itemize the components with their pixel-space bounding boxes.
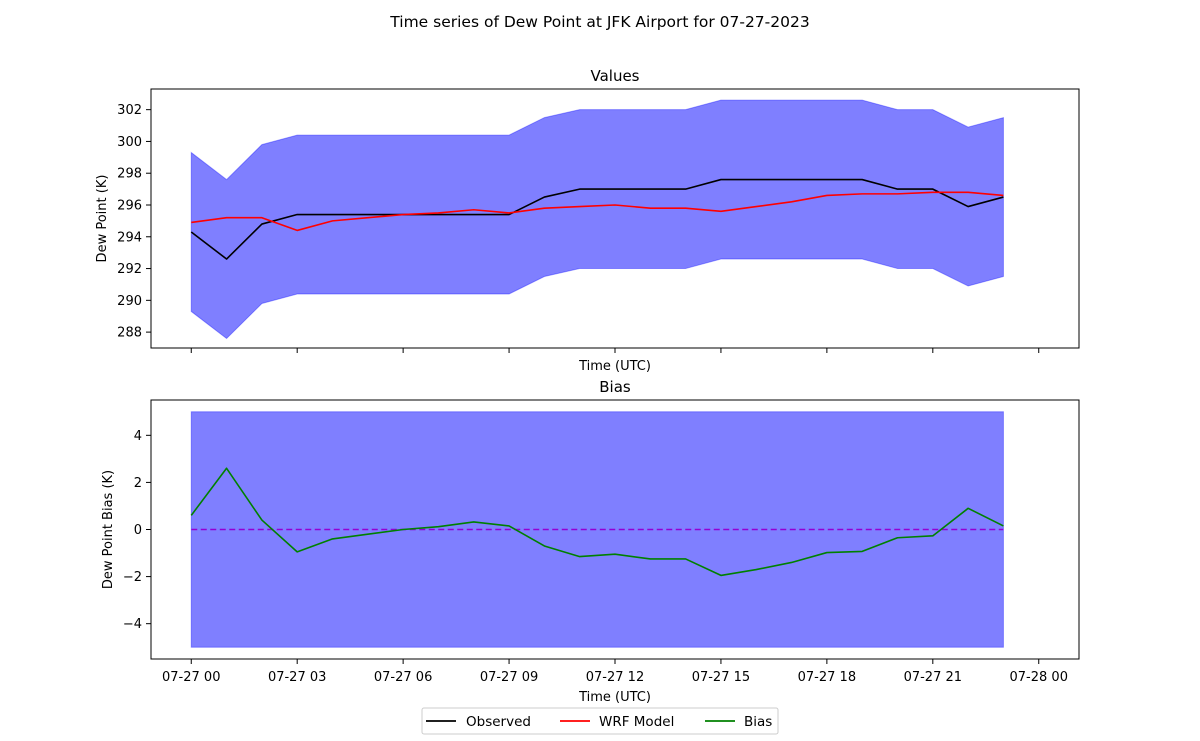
y-axis-label: Dew Point Bias (K) — [101, 470, 116, 589]
uncertainty-band — [190, 411, 1004, 648]
x-tick-label: 07-27 12 — [586, 670, 644, 685]
values-panel: Values 288 290 292 294 296 298 300 302 Time (UTC)… — [95, 67, 1080, 374]
x-axis-label: Time (UTC) — [578, 690, 651, 705]
panel-title: Bias — [599, 378, 631, 396]
series-line-observed — [190, 178, 1004, 260]
y-tick-label: 2 — [134, 476, 142, 491]
y-tick-label: 0 — [134, 523, 142, 538]
panel-title: Values — [590, 67, 639, 85]
y-tick-label: 294 — [117, 230, 142, 245]
y-tick-label: 4 — [134, 429, 142, 444]
y-axis-label: Dew Point (K) — [95, 175, 110, 263]
y-tick-label: 302 — [117, 103, 142, 118]
x-tick-label: 07-27 09 — [480, 670, 538, 685]
bias-panel: Bias −4 −2 0 2 4 07-27 00 07-27 03 07-27 06 07-27… — [101, 378, 1080, 705]
uncertainty-band — [190, 99, 1004, 340]
x-axis-label: Time (UTC) — [578, 359, 651, 374]
x-tick-label: 07-27 06 — [374, 670, 432, 685]
x-tick-label: 07-27 15 — [692, 670, 750, 685]
y-tick-label: −2 — [123, 570, 142, 585]
y-tick-label: 296 — [117, 198, 142, 213]
y-tick-label: 298 — [117, 167, 142, 182]
series-line-bias — [190, 467, 1004, 577]
x-tick-label: 07-27 18 — [798, 670, 856, 685]
y-tick-label: 300 — [117, 135, 142, 150]
x-tick-label: 07-27 00 — [162, 670, 220, 685]
legend: Observed WRF Model Bias — [421, 707, 779, 735]
x-tick-label: 07-27 03 — [268, 670, 326, 685]
legend-label-wrf-model: WRF Model — [599, 714, 674, 730]
legend-label-observed: Observed — [466, 714, 531, 730]
y-tick-label: 288 — [117, 326, 142, 341]
x-tick-label: 07-27 21 — [904, 670, 962, 685]
figure-title: Time series of Dew Point at JFK Airport … — [389, 13, 809, 31]
series-line-wrf-model — [191, 191, 1004, 232]
x-tick-label: 07-28 00 — [1010, 670, 1068, 685]
legend-label-bias: Bias — [744, 714, 772, 730]
y-tick-label: 292 — [117, 262, 142, 277]
y-tick-label: −4 — [123, 617, 142, 632]
y-tick-label: 290 — [117, 294, 142, 309]
legend-frame — [421, 707, 779, 735]
